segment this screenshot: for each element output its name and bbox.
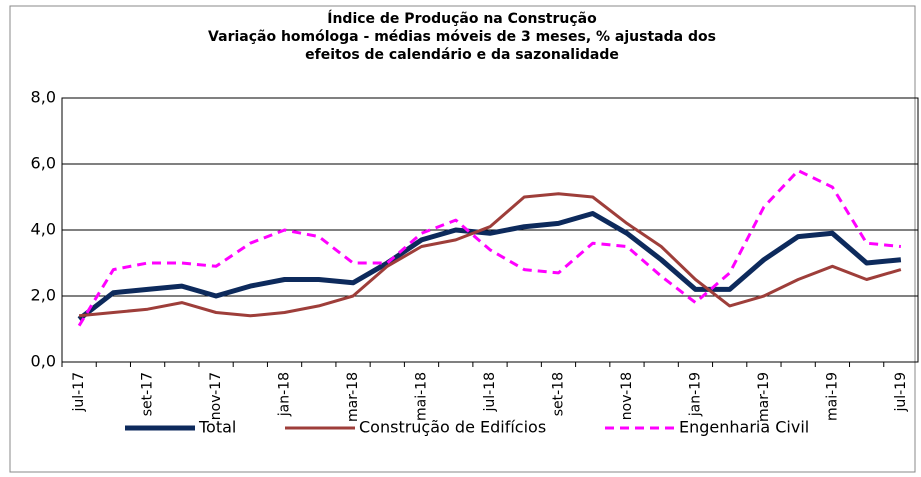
x-tick-label: set-18: [550, 372, 566, 416]
legend-label: Engenharia Civil: [679, 418, 809, 437]
x-tick-label: nov-18: [619, 372, 635, 420]
x-tick-label: jan-18: [277, 372, 293, 417]
series-line: [77, 169, 902, 327]
chart-border: [9, 5, 916, 473]
chart-subtitle: efeitos de calendário e da sazonalidade: [305, 47, 619, 63]
y-tick-label: 2,0: [31, 286, 56, 305]
x-tick-label: nov-17: [208, 372, 224, 420]
series-line: [77, 211, 902, 322]
y-tick-label: 0,0: [31, 352, 56, 371]
legend-label: Construção de Edifícios: [359, 418, 546, 437]
legend-label: Total: [198, 418, 236, 437]
x-tick-label: mai-19: [824, 372, 840, 421]
y-tick-label: 8,0: [31, 88, 56, 107]
x-tick-label: jul-19: [893, 372, 909, 413]
chart-title: Índice de Produção na Construção: [327, 10, 597, 27]
x-tick-label: mar-19: [756, 372, 772, 422]
y-tick-label: 4,0: [31, 220, 56, 239]
x-tick-label: jul-17: [71, 372, 87, 413]
y-tick-label: 6,0: [31, 154, 56, 173]
x-tick-label: mai-18: [414, 372, 430, 421]
x-tick-label: mar-18: [345, 372, 361, 422]
x-tick-label: jul-18: [482, 372, 498, 413]
x-tick-label: set-17: [140, 372, 156, 416]
series-line: [78, 192, 902, 318]
chart-subtitle: Variação homóloga - médias móveis de 3 m…: [208, 29, 716, 45]
x-tick-label: jan-19: [687, 372, 703, 417]
